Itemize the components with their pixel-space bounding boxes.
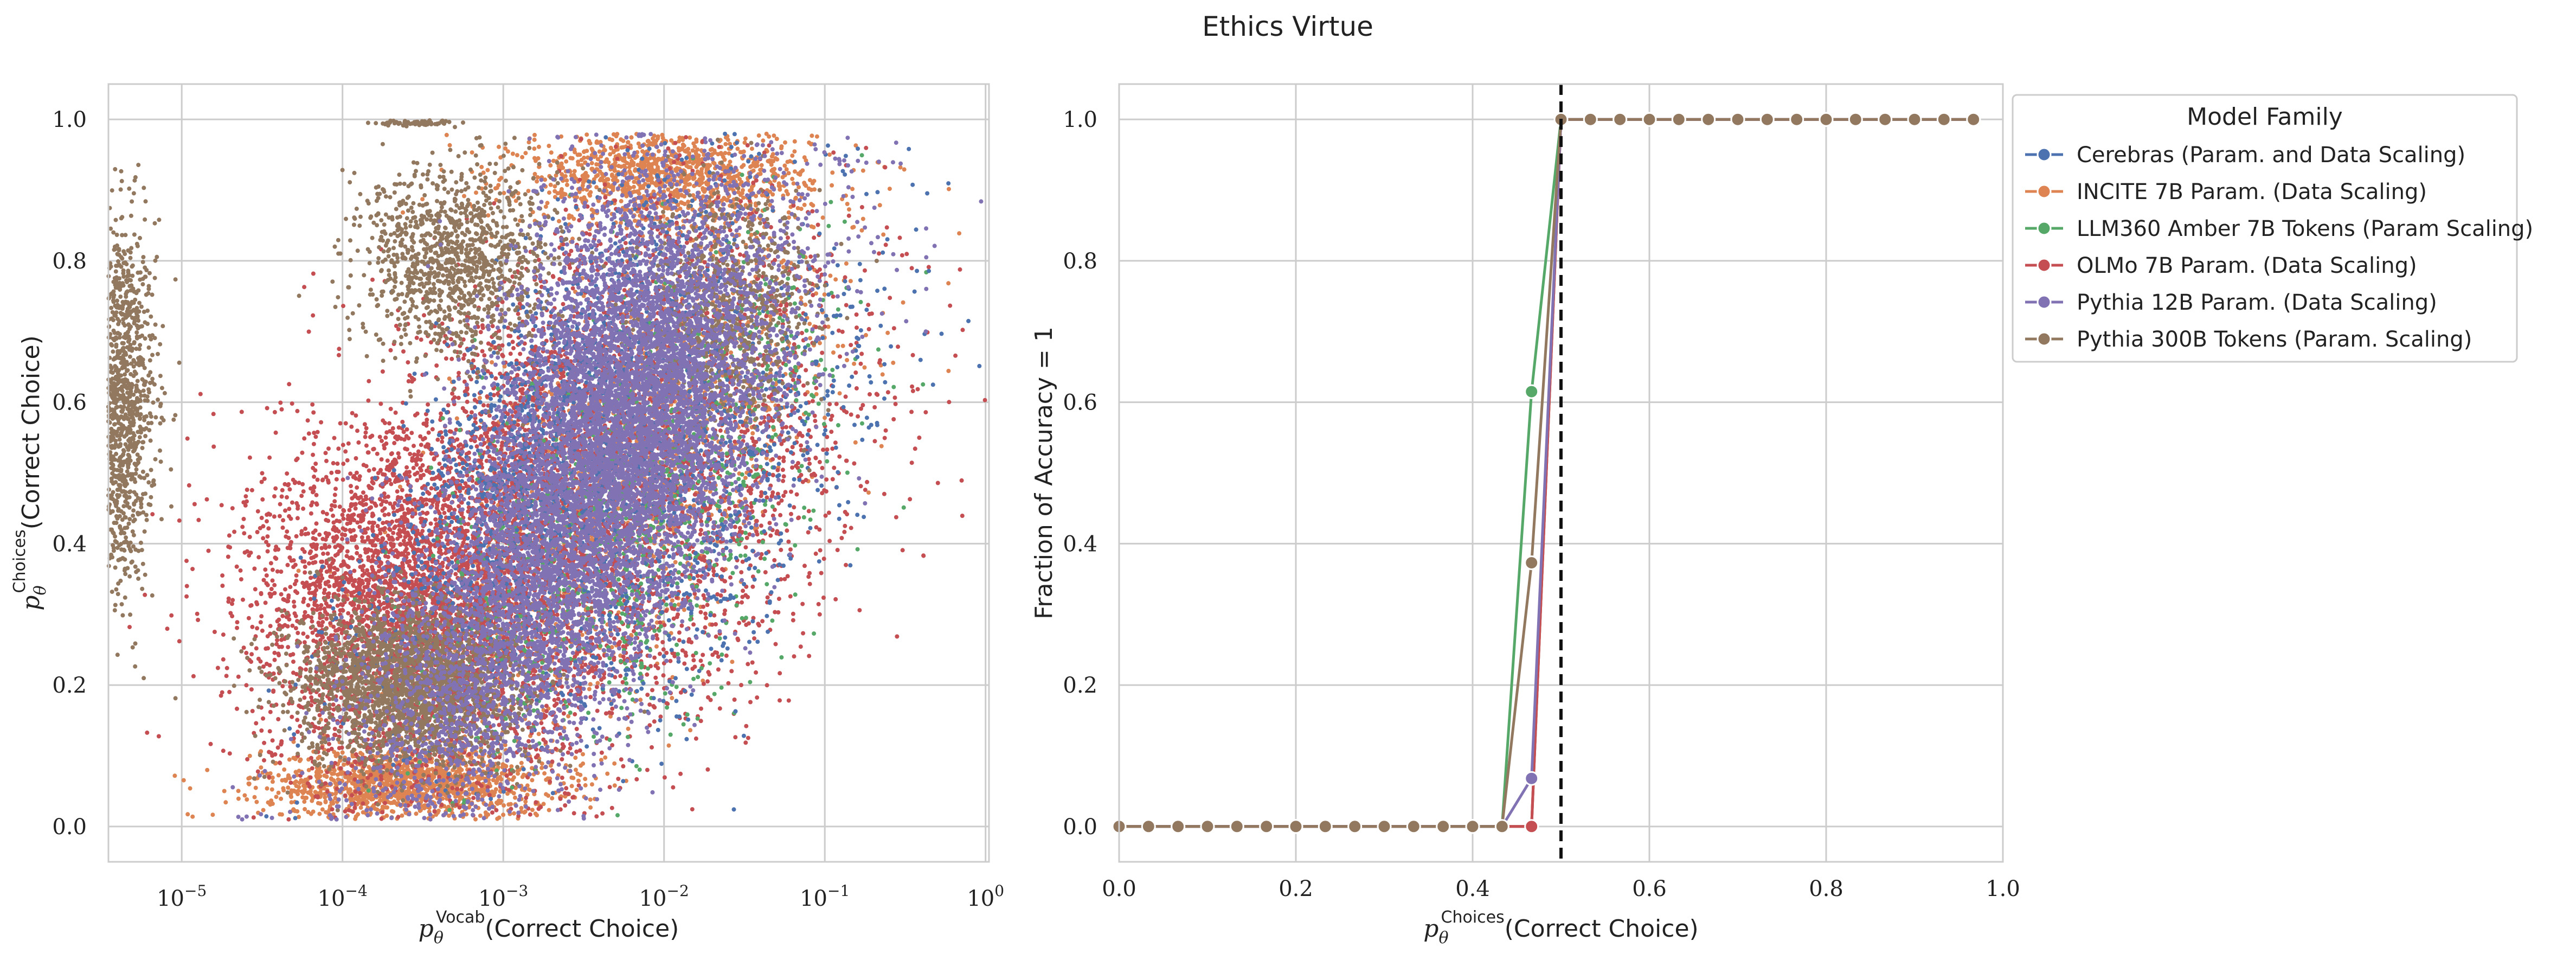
- scatter-x-axis-label: pθVocab(Correct Choice): [419, 908, 679, 948]
- scatter-point-cloud: [230, 132, 984, 822]
- legend-entry-label: Pythia 300B Tokens (Param. Scaling): [2077, 327, 2472, 352]
- scatter-y-axis-label: pθChoices(Correct Choice): [10, 335, 50, 610]
- legend-entry-label: LLM360 Amber 7B Tokens (Param Scaling): [2077, 216, 2533, 241]
- line-series-group: [1112, 112, 1981, 834]
- scatter-series: [173, 135, 879, 820]
- series-marker: [1701, 112, 1716, 127]
- series-marker: [1436, 819, 1451, 834]
- figure-title: Ethics Virtue: [1202, 11, 1373, 42]
- series-marker: [1465, 819, 1480, 834]
- series-line: [1119, 118, 1974, 828]
- line-y-tick-label: 0.8: [1063, 249, 1097, 274]
- series-marker: [1200, 819, 1215, 834]
- series-marker: [1848, 112, 1863, 127]
- line-x-tick-label: 1.0: [1986, 876, 2020, 901]
- line-x-axis-label: pθChoices(Correct Choice): [1423, 908, 1698, 948]
- legend-entry-label: OLMo 7B Param. (Data Scaling): [2077, 253, 2417, 278]
- legend-entry-label: Cerebras (Param. and Data Scaling): [2077, 143, 2465, 168]
- series-marker: [1171, 819, 1186, 834]
- line-x-ticks: 0.0 0.2 0.4 0.6 0.8 1.0: [1102, 876, 2020, 901]
- legend-entry-label: Pythia 12B Param. (Data Scaling): [2077, 290, 2437, 315]
- legend-entry: INCITE 7B Param. (Data Scaling): [2025, 180, 2427, 204]
- legend-entry: Cerebras (Param. and Data Scaling): [2025, 143, 2465, 168]
- scatter-x-ticks: 10−5 10−4 10−3 10−2 10−1 100: [157, 882, 1004, 911]
- series-marker: [1524, 384, 1539, 399]
- series-marker: [1583, 112, 1598, 127]
- scatter-y-tick-label: 0.8: [52, 249, 87, 274]
- scatter-x-tick-label: 10−3: [478, 882, 528, 911]
- series-marker: [1524, 555, 1539, 571]
- line-y-tick-label: 0.2: [1063, 673, 1097, 698]
- scatter-x-tick-label: 10−4: [318, 882, 368, 911]
- series-marker: [1759, 112, 1775, 127]
- series-marker: [1524, 771, 1539, 786]
- scatter-x-tick-label: 10−2: [639, 882, 689, 911]
- series-marker: [1406, 819, 1421, 834]
- line-y-tick-label: 0.0: [1063, 815, 1097, 840]
- line-panel: 0.0 0.2 0.4 0.6 0.8 1.0 0.0 0.2 0.4 0.6 0.8 1.0 pθ…: [1030, 83, 2020, 948]
- line-y-axis-label: Fraction of Accuracy = 1: [1030, 327, 1058, 619]
- series-marker: [1141, 819, 1156, 834]
- series-marker: [1377, 819, 1392, 834]
- scatter-frame: [107, 83, 990, 863]
- scatter-y-tick-label: 0.6: [52, 391, 87, 415]
- line-y-tick-label: 1.0: [1063, 107, 1097, 132]
- legend-entry: LLM360 Amber 7B Tokens (Param Scaling): [2025, 216, 2533, 241]
- scatter-y-tick-label: 1.0: [52, 107, 87, 132]
- series-marker: [1347, 819, 1363, 834]
- scatter-x-tick-label: 10−5: [157, 882, 207, 911]
- series-marker: [1936, 112, 1951, 127]
- legend-marker-swatch: [2037, 258, 2052, 273]
- scatter-x-tick-label: 10−1: [800, 882, 850, 911]
- line-series: [1112, 112, 1981, 834]
- scatter-x-tick-label: 100: [967, 882, 1004, 911]
- scatter-points: [106, 118, 987, 822]
- series-marker: [1494, 819, 1509, 834]
- series-marker: [1789, 112, 1804, 127]
- series-marker: [1730, 112, 1745, 127]
- line-x-tick-label: 0.4: [1455, 876, 1490, 901]
- legend-entry: Pythia 300B Tokens (Param. Scaling): [2025, 327, 2472, 352]
- legend-marker-swatch: [2037, 331, 2052, 347]
- line-x-tick-label: 0.0: [1102, 876, 1136, 901]
- series-marker: [1819, 112, 1834, 127]
- series-marker: [1259, 819, 1274, 834]
- legend-marker-swatch: [2037, 147, 2052, 162]
- legend-entry-label: INCITE 7B Param. (Data Scaling): [2077, 180, 2427, 204]
- scatter-y-tick-label: 0.4: [52, 532, 87, 556]
- line-series-group: [1112, 112, 1981, 834]
- scatter-series: [230, 132, 984, 822]
- scatter-panel: 10−5 10−4 10−3 10−2 10−1 100 0.0 0.2 0.4 0.6 0.8 1…: [10, 83, 1004, 948]
- legend: Model Family Cerebras (Param. and Data S…: [2012, 94, 2533, 363]
- scatter-y-tick-label: 0.0: [52, 815, 87, 840]
- line-x-tick-label: 0.6: [1632, 876, 1667, 901]
- line-x-tick-label: 0.8: [1809, 876, 1843, 901]
- series-marker: [1671, 112, 1686, 127]
- line-y-tick-label: 0.4: [1063, 532, 1097, 556]
- scatter-y-ticks: 0.0 0.2 0.4 0.6 0.8 1.0: [52, 107, 87, 840]
- line-y-tick-label: 0.6: [1063, 391, 1097, 415]
- legend-entry: OLMo 7B Param. (Data Scaling): [2025, 253, 2417, 278]
- legend-title: Model Family: [2187, 103, 2343, 131]
- legend-marker-swatch: [2037, 184, 2052, 199]
- series-marker: [1288, 819, 1303, 834]
- legend-marker-swatch: [2037, 295, 2052, 310]
- legend-marker-swatch: [2037, 221, 2052, 236]
- series-marker: [1524, 819, 1539, 834]
- series-marker: [1318, 819, 1333, 834]
- series-marker: [1966, 112, 1981, 127]
- series-marker: [1642, 112, 1657, 127]
- series-marker: [1613, 112, 1628, 127]
- scatter-y-tick-label: 0.2: [52, 673, 87, 698]
- scatter-point-cloud: [173, 135, 879, 820]
- legend-entry: Pythia 12B Param. (Data Scaling): [2025, 290, 2437, 315]
- legend-box: [2012, 94, 2518, 363]
- line-y-ticks: 0.0 0.2 0.4 0.6 0.8 1.0: [1063, 107, 1097, 840]
- series-marker: [1907, 112, 1922, 127]
- line-x-tick-label: 0.2: [1279, 876, 1313, 901]
- series-marker: [1878, 112, 1893, 127]
- line-frame: [1118, 83, 2004, 863]
- series-marker: [1229, 819, 1244, 834]
